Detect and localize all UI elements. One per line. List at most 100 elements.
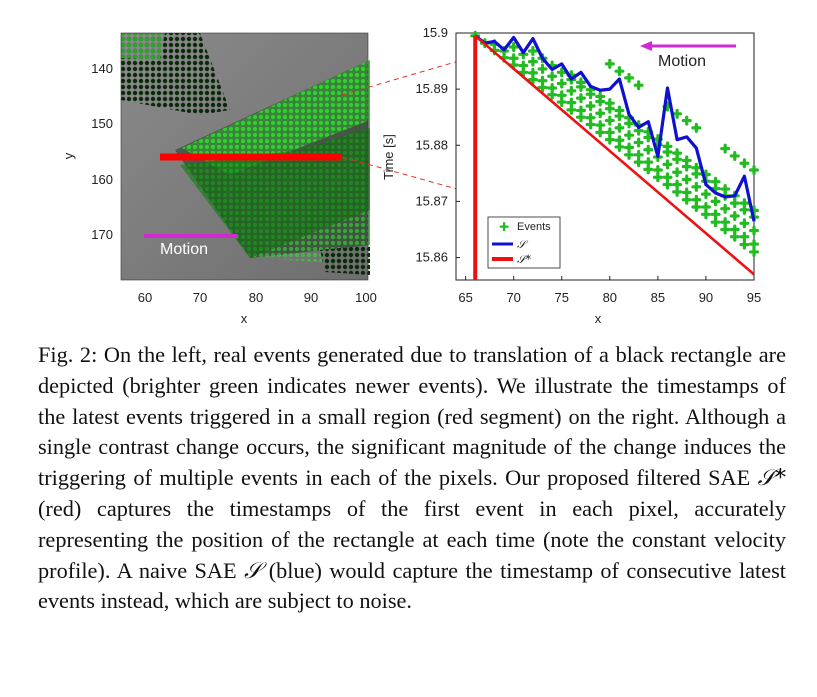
motion-label-left: Motion (160, 241, 208, 258)
event-marker (691, 122, 702, 133)
event-marker (652, 172, 663, 183)
event-marker (662, 172, 673, 183)
symbol-filtered-sae: 𝒮* (757, 465, 786, 492)
legend-label-s-star: 𝒮* (517, 253, 532, 266)
x-tick-80: 80 (249, 290, 263, 305)
event-marker (556, 78, 567, 89)
y-tick-170: 170 (91, 227, 113, 242)
x-tick-label-85: 85 (651, 290, 665, 305)
event-marker (672, 108, 683, 119)
event-marker (633, 149, 644, 160)
image-frame (120, 32, 369, 281)
event-marker (700, 202, 711, 213)
x-tick-100: 100 (355, 290, 377, 305)
event-marker (652, 164, 663, 175)
x-axis-label-left: x (241, 311, 248, 326)
event-marker (537, 63, 548, 74)
event-marker (547, 71, 558, 82)
event-marker (729, 198, 740, 209)
figure-caption: Fig. 2: On the left, real events generat… (38, 340, 786, 617)
y-tick-label-2: 15.88 (415, 137, 448, 152)
event-marker (720, 224, 731, 235)
event-marker (739, 218, 750, 229)
event-marker (595, 127, 606, 138)
event-marker (633, 137, 644, 148)
event-marker (527, 56, 538, 67)
event-marker (662, 159, 673, 170)
event-marker (739, 198, 750, 209)
event-marker (643, 157, 654, 168)
legend-marker-events: ✚ (499, 220, 509, 234)
event-marker (662, 141, 673, 152)
y-tick-140: 140 (91, 61, 113, 76)
event-marker (595, 91, 606, 102)
event-marker (527, 67, 538, 78)
event-marker (633, 80, 644, 91)
event-marker (691, 202, 702, 213)
event-marker (720, 143, 731, 154)
event-marker (604, 134, 615, 145)
event-marker (720, 203, 731, 214)
chart-marks: 65 70 75 80 85 90 95 15.9 15.89 15.88 15.87 15.86 (415, 25, 761, 305)
event-marker (604, 115, 615, 126)
event-marker (585, 112, 596, 123)
motion-label-right: Motion (658, 53, 706, 70)
x-tick-label-65: 65 (458, 290, 472, 305)
event-marker (749, 239, 759, 250)
event-marker (595, 120, 606, 131)
event-band-upper-tint (182, 60, 370, 175)
event-marker (720, 217, 731, 228)
event-marker (624, 72, 635, 83)
x-tick-label-80: 80 (603, 290, 617, 305)
x-tick-label-90: 90 (699, 290, 713, 305)
timestamp-chart: 65 70 75 80 85 90 95 15.9 15.89 15.88 15.87 15.86 T… (381, 25, 761, 326)
motion-arrowhead-right (640, 41, 652, 51)
symbol-naive-sae: 𝒮 (244, 557, 262, 584)
x-tick-label-70: 70 (506, 290, 520, 305)
y-axis-label-left: y (61, 152, 76, 159)
event-marker (585, 100, 596, 111)
event-marker (604, 127, 615, 138)
event-marker (739, 239, 750, 250)
event-marker (681, 115, 692, 126)
figure: Motion 60 70 80 90 100 x 140 150 160 170… (61, 25, 761, 326)
event-marker (672, 148, 683, 159)
legend-label-events: Events (517, 221, 551, 233)
caption-text-end: (blue) would capture the timestamp of co… (38, 557, 787, 614)
event-marker (643, 164, 654, 175)
event-marker (633, 157, 644, 168)
event-marker (624, 130, 635, 141)
event-marker (614, 105, 625, 116)
event-marker (614, 122, 625, 133)
x-tick-label-95: 95 (747, 290, 761, 305)
chart-legend: ✚ Events 𝒮 𝒮* (487, 216, 561, 269)
x-tick-60: 60 (138, 290, 152, 305)
event-marker (527, 45, 538, 56)
event-marker (681, 155, 692, 166)
event-marker (691, 194, 702, 205)
event-marker (508, 53, 519, 64)
event-cluster-top-left-green (121, 33, 165, 60)
caption-text-start: Fig. 2: On the left, real events generat… (38, 342, 786, 491)
x-tick-label-75: 75 (555, 290, 569, 305)
y-tick-label-1: 15.89 (415, 81, 448, 96)
y-tick-label-4: 15.86 (415, 250, 448, 265)
event-marker (749, 225, 759, 236)
event-marker (710, 176, 721, 187)
x-tick-70: 70 (193, 290, 207, 305)
series-line-s-star (474, 34, 755, 276)
event-marker (749, 164, 759, 175)
event-marker (566, 85, 577, 96)
event-marker (595, 108, 606, 119)
y-tick-label-3: 15.87 (415, 193, 448, 208)
event-marker (739, 158, 750, 169)
event-marker (710, 196, 721, 207)
series-line-s (474, 34, 756, 222)
event-marker (710, 217, 721, 228)
event-marker (662, 179, 673, 190)
event-marker (575, 77, 586, 88)
event-marker (681, 174, 692, 185)
event-marker (643, 144, 654, 155)
event-marker (681, 194, 692, 205)
event-marker (624, 142, 635, 153)
